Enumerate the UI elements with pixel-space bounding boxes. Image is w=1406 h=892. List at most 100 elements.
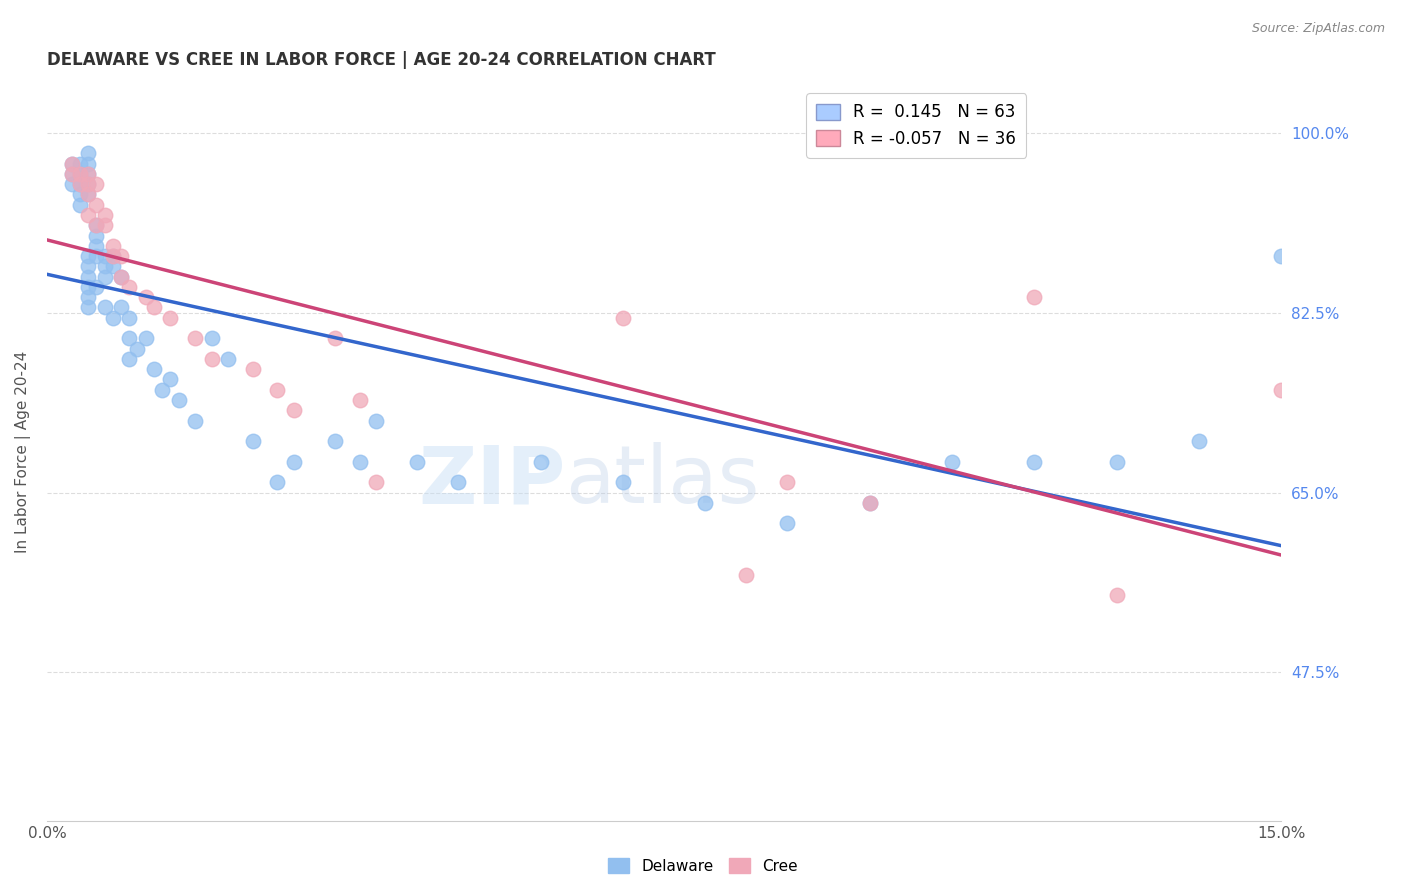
Point (776, 516, 799, 531)
Point (110, 301, 132, 315)
Point (349, 455, 371, 469)
Point (60, 167, 83, 181)
Point (1105, 455, 1128, 469)
Point (406, 455, 429, 469)
Point (364, 413, 387, 427)
Point (941, 455, 963, 469)
Point (217, 351, 239, 366)
Point (69, 197, 91, 211)
Point (150, 383, 173, 397)
Point (69, 177, 91, 191)
Point (184, 331, 207, 345)
Point (1024, 290, 1046, 304)
Point (77, 208, 100, 222)
Point (200, 331, 222, 345)
Point (93, 269, 115, 284)
Point (1270, 383, 1292, 397)
Point (86, 177, 108, 191)
Point (77, 167, 100, 181)
Point (266, 383, 288, 397)
Legend: R =  0.145   N = 63, R = -0.057   N = 36: R = 0.145 N = 63, R = -0.057 N = 36 (807, 94, 1026, 158)
Point (77, 301, 100, 315)
Point (93, 219, 115, 233)
Point (735, 567, 758, 582)
Point (93, 301, 115, 315)
Point (266, 475, 288, 490)
Point (118, 280, 141, 294)
Point (60, 177, 83, 191)
Point (184, 413, 207, 427)
Point (93, 260, 115, 274)
Point (77, 249, 100, 263)
Point (859, 496, 882, 510)
Point (1270, 249, 1292, 263)
Point (77, 146, 100, 161)
Point (69, 167, 91, 181)
Point (110, 269, 132, 284)
Point (323, 434, 346, 449)
Legend: Delaware, Cree: Delaware, Cree (602, 852, 804, 880)
Point (283, 455, 305, 469)
Point (93, 208, 115, 222)
Point (101, 249, 124, 263)
Point (776, 475, 799, 490)
Point (77, 269, 100, 284)
Point (323, 331, 346, 345)
Point (101, 310, 124, 325)
Point (77, 167, 100, 181)
Point (69, 177, 91, 191)
Point (86, 228, 108, 243)
Point (110, 249, 132, 263)
Point (60, 156, 83, 170)
Point (612, 310, 634, 325)
Point (77, 177, 100, 191)
Point (1188, 434, 1211, 449)
Point (612, 475, 634, 490)
Point (167, 392, 190, 407)
Point (86, 249, 108, 263)
Point (77, 280, 100, 294)
Point (695, 496, 717, 510)
Point (77, 290, 100, 304)
Point (127, 342, 149, 356)
Point (364, 475, 387, 490)
Point (77, 177, 100, 191)
Point (349, 392, 371, 407)
Point (86, 239, 108, 253)
Point (60, 167, 83, 181)
Point (69, 187, 91, 202)
Point (69, 167, 91, 181)
Point (77, 187, 100, 202)
Point (1105, 588, 1128, 602)
Point (93, 249, 115, 263)
Point (283, 403, 305, 417)
Point (1024, 455, 1046, 469)
Point (159, 372, 181, 386)
Point (101, 260, 124, 274)
Point (86, 219, 108, 233)
Point (77, 187, 100, 202)
Text: ZIP: ZIP (418, 442, 565, 520)
Text: DELAWARE VS CREE IN LABOR FORCE | AGE 20-24 CORRELATION CHART: DELAWARE VS CREE IN LABOR FORCE | AGE 20… (46, 51, 716, 69)
Point (530, 455, 553, 469)
Point (447, 475, 470, 490)
Point (159, 310, 181, 325)
Point (101, 239, 124, 253)
Text: atlas: atlas (565, 442, 759, 520)
Point (242, 434, 264, 449)
Point (101, 249, 124, 263)
Point (118, 310, 141, 325)
Point (859, 496, 882, 510)
Point (142, 301, 165, 315)
Point (142, 362, 165, 376)
Point (118, 331, 141, 345)
Point (86, 197, 108, 211)
Point (110, 269, 132, 284)
Point (77, 260, 100, 274)
Point (135, 331, 157, 345)
Point (135, 290, 157, 304)
Point (86, 219, 108, 233)
Point (60, 156, 83, 170)
Point (200, 351, 222, 366)
Point (242, 362, 264, 376)
